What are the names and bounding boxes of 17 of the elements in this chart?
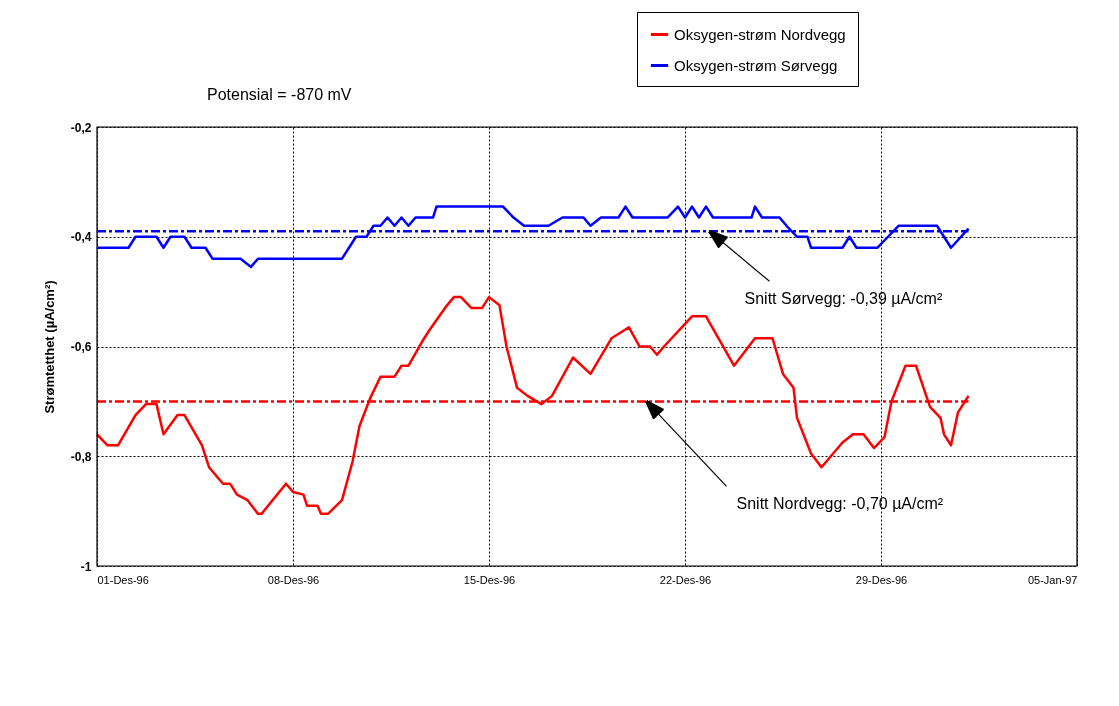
x-tick-label: 08-Des-96 xyxy=(267,573,320,586)
y-tick-label: -0,6 xyxy=(70,340,92,354)
x-tick-label: 22-Des-96 xyxy=(659,573,712,586)
x-tick-label: 15-Des-96 xyxy=(463,573,516,586)
y-axis-title: Strømtetthet (µA/cm²) xyxy=(41,280,57,414)
legend-label: Oksygen-strøm Sørvegg xyxy=(674,56,838,74)
annotation: Snitt Nordvegg: -0,70 µA/cm² xyxy=(736,495,944,513)
x-tick-label: 29-Des-96 xyxy=(855,573,908,586)
x-tick-label: 05-Jan-97 xyxy=(1027,573,1078,586)
legend-label: Oksygen-strøm Nordvegg xyxy=(674,25,846,43)
y-tick-label: -0,8 xyxy=(70,449,92,464)
y-tick-label: -0,2 xyxy=(70,120,92,135)
y-tick-label: -0,4 xyxy=(70,230,92,245)
annotation: Snitt Sørvegg: -0,39 µA/cm² xyxy=(744,290,943,308)
text: Potensial = -870 mV xyxy=(207,86,352,103)
y-tick-label: -1 xyxy=(80,559,92,574)
x-tick-label: 01-Des-96 xyxy=(97,573,149,586)
